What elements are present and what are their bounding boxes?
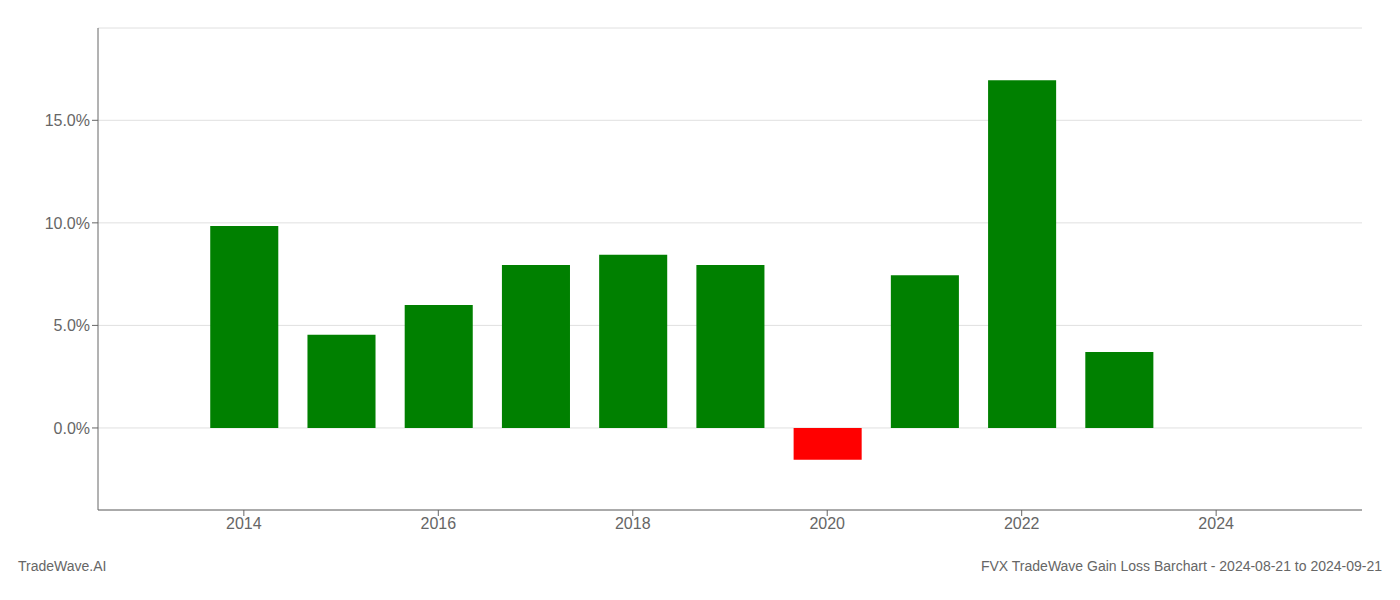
svg-text:15.0%: 15.0%: [45, 112, 90, 129]
html-text:TradeWave.AI: TradeWave.AI: [18, 558, 107, 574]
svg-text:2014: 2014: [226, 515, 262, 532]
svg-text:0.0%: 0.0%: [54, 420, 90, 437]
svg-text:2020: 2020: [809, 515, 845, 532]
html-text:FVX TradeWave Gain Loss Barcha: FVX TradeWave Gain Loss Barchart - 2024-…: [981, 558, 1382, 574]
svg-text:2024: 2024: [1198, 515, 1234, 532]
svg-text:2022: 2022: [1004, 515, 1040, 532]
svg-text:2018: 2018: [615, 515, 651, 532]
svg-text:5.0%: 5.0%: [54, 317, 90, 334]
svg-text:10.0%: 10.0%: [45, 215, 90, 232]
svg-text:2016: 2016: [421, 515, 457, 532]
